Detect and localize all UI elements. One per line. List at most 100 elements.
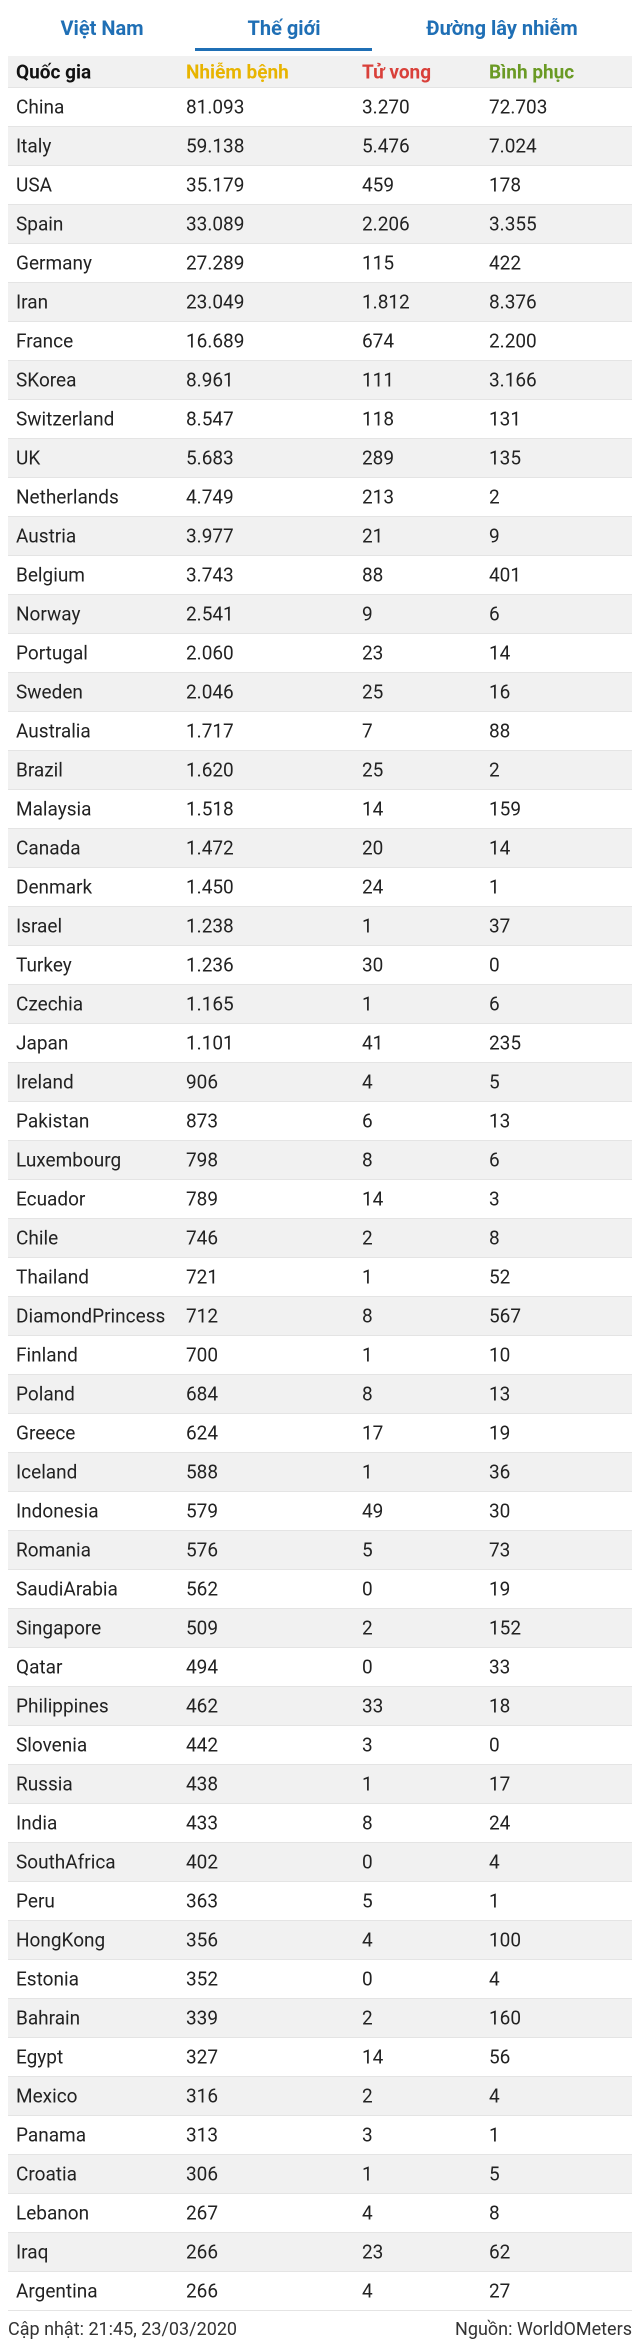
table-cell: 442 xyxy=(186,1733,219,1757)
table-cell: 363 xyxy=(186,1889,219,1913)
table-row: Romania 576 5 73 xyxy=(8,1531,632,1570)
table-cell: 160 xyxy=(489,2006,522,2030)
table-cell: 6 xyxy=(362,1109,373,1133)
table-cell: 135 xyxy=(489,446,522,470)
tab-bar: Việt Nam Thế giới Đường lây nhiễm xyxy=(0,0,640,56)
table-row: Japan 1.101 41 235 xyxy=(8,1024,632,1063)
table-cell: 88 xyxy=(489,719,511,743)
table-cell: 52 xyxy=(489,1265,511,1289)
table-cell: 24 xyxy=(362,875,384,899)
table-cell: 2 xyxy=(362,1616,373,1640)
table-cell: Philippines xyxy=(16,1694,109,1718)
column-header: Bình phục xyxy=(489,60,575,83)
table-cell: 1.101 xyxy=(186,1031,234,1055)
table-cell: 62 xyxy=(489,2240,511,2264)
table-cell: 8.961 xyxy=(186,368,234,392)
table-cell: 4.749 xyxy=(186,485,234,509)
table-row: Sweden 2.046 25 16 xyxy=(8,673,632,712)
table-row: Thailand 721 1 52 xyxy=(8,1258,632,1297)
table-row: Ireland 906 4 5 xyxy=(8,1063,632,1102)
table-cell: 16 xyxy=(489,680,511,704)
table-cell: SouthAfrica xyxy=(16,1850,116,1874)
table-cell: 2.060 xyxy=(186,641,234,665)
table-cell: 37 xyxy=(489,914,511,938)
table-cell: 13 xyxy=(489,1109,511,1133)
table-cell: 562 xyxy=(186,1577,219,1601)
table-cell: 100 xyxy=(489,1928,522,1952)
table-cell: 3.270 xyxy=(362,95,410,119)
table-cell: 712 xyxy=(186,1304,219,1328)
table-row: Malaysia 1.518 14 159 xyxy=(8,790,632,829)
table-cell: 509 xyxy=(186,1616,219,1640)
table-cell: 9 xyxy=(489,524,500,548)
table-cell: 17 xyxy=(362,1421,384,1445)
table-cell: 33 xyxy=(489,1655,511,1679)
table-cell: 2.046 xyxy=(186,680,234,704)
table-cell: 624 xyxy=(186,1421,219,1445)
table-row: Belgium 3.743 88 401 xyxy=(8,556,632,595)
table-cell: 7.024 xyxy=(489,134,537,158)
table-cell: 266 xyxy=(186,2240,219,2264)
table-cell: 4 xyxy=(489,1850,500,1874)
table-cell: 3.355 xyxy=(489,212,537,236)
table-cell: Israel xyxy=(16,914,63,938)
table-cell: Chile xyxy=(16,1226,59,1250)
table-cell: 0 xyxy=(362,1967,373,1991)
table-cell: India xyxy=(16,1811,58,1835)
table-cell: Argentina xyxy=(16,2279,98,2303)
table-cell: 433 xyxy=(186,1811,219,1835)
table-cell: 5 xyxy=(489,1070,500,1094)
table-row: Iran 23.049 1.812 8.376 xyxy=(8,283,632,322)
table-cell: 7 xyxy=(362,719,373,743)
table-cell: 1 xyxy=(362,1772,373,1796)
table-cell: 23.049 xyxy=(186,290,245,314)
table-cell: 115 xyxy=(362,251,395,275)
table-cell: 235 xyxy=(489,1031,522,1055)
table-row: China 81.093 3.270 72.703 xyxy=(8,88,632,127)
table-row: Argentina 266 4 27 xyxy=(8,2272,632,2311)
table-cell: 1 xyxy=(489,2123,500,2147)
table-row: Philippines 462 33 18 xyxy=(8,1687,632,1726)
table-cell: 1 xyxy=(362,914,373,938)
table-cell: 213 xyxy=(362,485,395,509)
table-row: Panama 313 3 1 xyxy=(8,2116,632,2155)
table-cell: 4 xyxy=(362,2279,373,2303)
table-cell: Pakistan xyxy=(16,1109,90,1133)
table-cell: USA xyxy=(16,173,52,197)
table-row: Iraq 266 23 62 xyxy=(8,2233,632,2272)
table-cell: 118 xyxy=(362,407,395,431)
table-cell: 3.977 xyxy=(186,524,234,548)
table-cell: 27.289 xyxy=(186,251,245,275)
table-cell: 27 xyxy=(489,2279,511,2303)
table-cell: 1.165 xyxy=(186,992,234,1016)
table-cell: 33 xyxy=(362,1694,384,1718)
table-cell: 21 xyxy=(362,524,384,548)
table-cell: 873 xyxy=(186,1109,219,1133)
table-cell: 0 xyxy=(489,953,500,977)
table-cell: 2.541 xyxy=(186,602,234,626)
tab[interactable]: Đường lây nhiễm xyxy=(426,16,578,40)
table-cell: 16.689 xyxy=(186,329,245,353)
table-cell: 6 xyxy=(489,992,500,1016)
table-cell: 1.450 xyxy=(186,875,234,899)
table-cell: Poland xyxy=(16,1382,75,1406)
table-cell: Slovenia xyxy=(16,1733,88,1757)
table-cell: 59.138 xyxy=(186,134,245,158)
table-cell: 14 xyxy=(489,641,511,665)
table-cell: 313 xyxy=(186,2123,219,2147)
table-cell: 3.743 xyxy=(186,563,234,587)
table-cell: Portugal xyxy=(16,641,88,665)
table-cell: Iran xyxy=(16,290,49,314)
table-cell: 9 xyxy=(362,602,373,626)
table-row: Ecuador 789 14 3 xyxy=(8,1180,632,1219)
table-row: Italy 59.138 5.476 7.024 xyxy=(8,127,632,166)
table-cell: 88 xyxy=(362,563,384,587)
tab-active[interactable]: Thế giới xyxy=(247,16,321,40)
table-cell: Lebanon xyxy=(16,2201,90,2225)
table-row: SKorea 8.961 111 3.166 xyxy=(8,361,632,400)
table-cell: Luxembourg xyxy=(16,1148,122,1172)
table-cell: DiamondPrincess xyxy=(16,1304,166,1328)
table-cell: 4 xyxy=(489,1967,500,1991)
tab[interactable]: Việt Nam xyxy=(60,16,144,40)
table-cell: Australia xyxy=(16,719,91,743)
